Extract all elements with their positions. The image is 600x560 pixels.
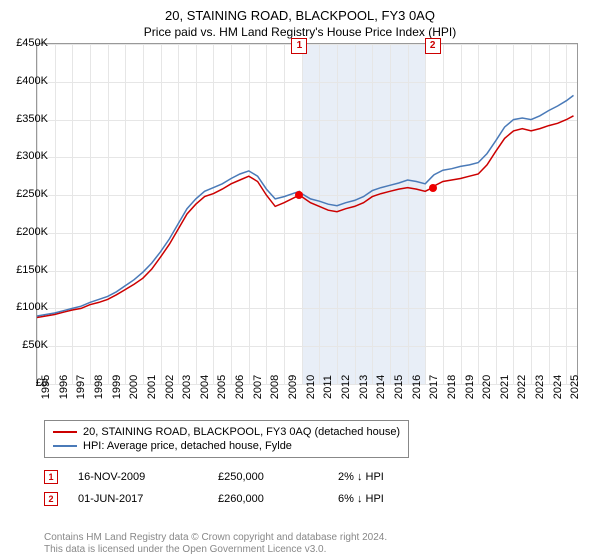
sale-dot xyxy=(429,184,437,192)
footnote-line-2: This data is licensed under the Open Gov… xyxy=(44,544,326,555)
chart-sale-marker: 1 xyxy=(291,38,307,54)
legend: 20, STAINING ROAD, BLACKPOOL, FY3 0AQ (d… xyxy=(44,420,409,458)
sale-date: 16-NOV-2009 xyxy=(78,471,198,483)
legend-row: HPI: Average price, detached house, Fyld… xyxy=(53,439,400,453)
plot-area xyxy=(36,43,578,385)
chart-container: 20, STAINING ROAD, BLACKPOOL, FY3 0AQ Pr… xyxy=(0,0,600,560)
line-series xyxy=(37,44,577,384)
legend-label: 20, STAINING ROAD, BLACKPOOL, FY3 0AQ (d… xyxy=(83,426,400,438)
sale-delta: 2% ↓ HPI xyxy=(338,471,384,483)
sale-date: 01-JUN-2017 xyxy=(78,493,198,505)
chart-title: 20, STAINING ROAD, BLACKPOOL, FY3 0AQ xyxy=(0,0,600,23)
sale-row: 1 16-NOV-2009 £250,000 2% ↓ HPI xyxy=(44,470,384,484)
legend-label: HPI: Average price, detached house, Fyld… xyxy=(83,440,292,452)
sale-price: £260,000 xyxy=(218,493,318,505)
chart-area: 12 £0£50K£100K£150K£200K£250K£300K£350K£… xyxy=(36,43,596,403)
sale-row: 2 01-JUN-2017 £260,000 6% ↓ HPI xyxy=(44,492,384,506)
sale-marker-icon: 2 xyxy=(44,492,58,506)
legend-swatch xyxy=(53,445,77,447)
sale-price: £250,000 xyxy=(218,471,318,483)
footnote-line-1: Contains HM Land Registry data © Crown c… xyxy=(44,532,387,543)
legend-swatch xyxy=(53,431,77,433)
chart-sale-marker: 2 xyxy=(425,38,441,54)
legend-row: 20, STAINING ROAD, BLACKPOOL, FY3 0AQ (d… xyxy=(53,425,400,439)
series-hpi xyxy=(37,95,574,316)
sale-delta: 6% ↓ HPI xyxy=(338,493,384,505)
sale-marker-icon: 1 xyxy=(44,470,58,484)
sale-dot xyxy=(295,191,303,199)
